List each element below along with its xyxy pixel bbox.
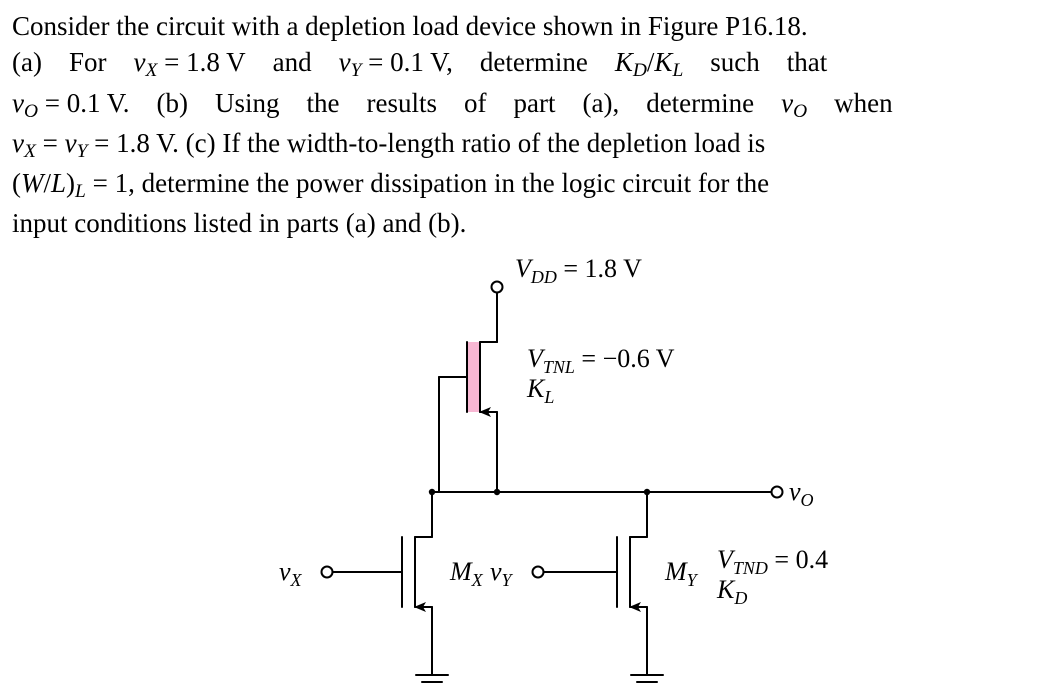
svg-text:MX: MX: [449, 557, 484, 590]
svg-text:KL: KL: [526, 374, 554, 407]
KD-sub: D: [633, 60, 647, 81]
lpar: (: [12, 168, 21, 198]
svg-text:vX: vX: [279, 557, 303, 590]
circuit-figure: VDD = 1.8 V VTNL = −0.6 VKL vO vX MXvY MY VTND…: [232, 247, 832, 687]
svg-text:vY: vY: [490, 557, 514, 590]
svg-text:VDD = 1.8 V: VDD = 1.8 V: [515, 254, 642, 287]
line4-a: =: [36, 128, 65, 158]
vY2: v: [65, 128, 77, 158]
svg-text:VTND = 0.4 V: VTND = 0.4 V: [717, 545, 832, 578]
slash2: /: [44, 168, 52, 198]
problem-statement: Consider the circuit with a depletion lo…: [12, 8, 1052, 241]
KL: K: [654, 47, 672, 77]
svg-text:vO: vO: [789, 477, 814, 510]
vX2-sub: X: [24, 140, 36, 161]
W: W: [21, 168, 44, 198]
line5-b: = 1, determine the power dissipation in …: [86, 168, 769, 198]
vY-sub: Y: [351, 60, 362, 81]
KD: K: [615, 47, 633, 77]
vO: v: [12, 88, 24, 118]
vY2-sub: Y: [77, 140, 88, 161]
line1: Consider the circuit with a depletion lo…: [12, 11, 808, 41]
line6: input conditions listed in parts (a) and…: [12, 208, 466, 238]
KL-sub: L: [672, 60, 683, 81]
vO2-sub: O: [793, 100, 807, 121]
vO2: v: [781, 88, 793, 118]
line2-b: = 1.8 V and: [157, 47, 338, 77]
vO-sub: O: [24, 100, 38, 121]
vX2: v: [12, 128, 24, 158]
WL-sub: L: [75, 181, 86, 202]
svg-text:KD: KD: [716, 575, 747, 608]
vY: v: [339, 47, 351, 77]
vX-sub: X: [145, 60, 157, 81]
line3-a: = 0.1 V. (b) Using the results of part (…: [38, 88, 781, 118]
rpar: ): [66, 168, 75, 198]
line4-b: = 1.8 V. (c) If the width-to-length rati…: [87, 128, 765, 158]
line2-a: (a) For: [12, 47, 133, 77]
L: L: [51, 168, 66, 198]
svg-text:MY: MY: [664, 557, 699, 590]
line2-d: such that: [683, 47, 827, 77]
svg-text:VTNL = −0.6 V: VTNL = −0.6 V: [527, 344, 675, 377]
line3-b: when: [807, 88, 892, 118]
line2-c: = 0.1 V, determine: [361, 47, 614, 77]
vX: v: [133, 47, 145, 77]
